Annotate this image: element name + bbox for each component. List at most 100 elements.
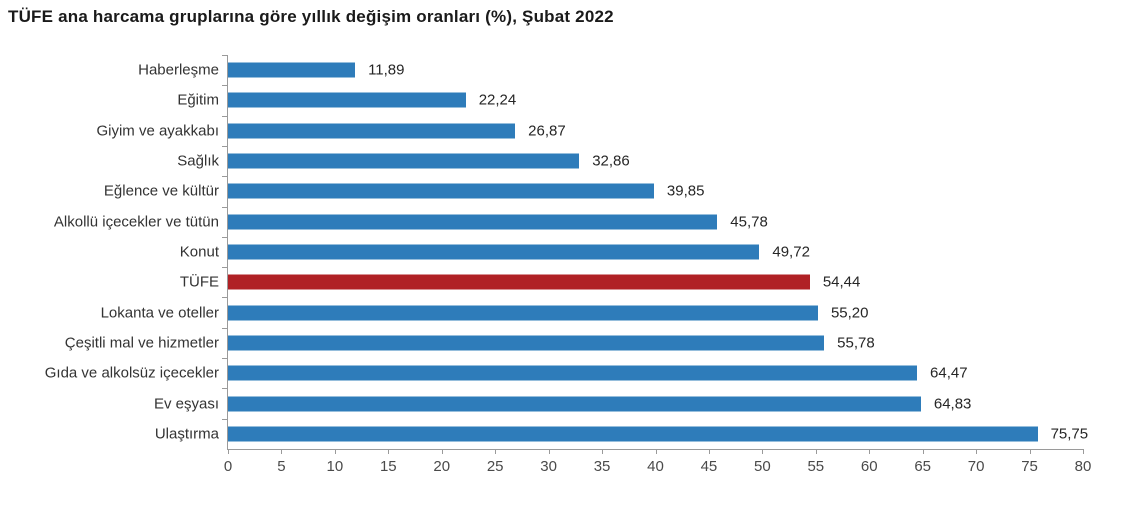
y-tick-mark: [222, 206, 228, 208]
x-tick-label: 70: [967, 458, 985, 475]
y-tick-mark: [222, 145, 228, 147]
bar: [228, 305, 818, 321]
x-tick-mark: [388, 449, 390, 454]
category-label: Ev eşyası: [153, 395, 219, 413]
bar: [228, 62, 356, 78]
bar-row: Eğlence ve kültür 39,85: [104, 176, 1083, 206]
y-tick-mark: [222, 358, 228, 360]
x-tick-mark: [228, 449, 229, 454]
category-label: Haberleşme: [138, 61, 219, 79]
x-tick-label: 65: [914, 458, 932, 475]
x-tick-label: 55: [807, 458, 825, 475]
x-tick-label: 50: [754, 458, 771, 475]
bar-rows: Haberleşme 11,89 Eğitim 22,24 Giyim ve ayakk…: [45, 55, 1088, 449]
bar-row: Çeşitli mal ve hizmetler 55,78: [65, 328, 1083, 358]
x-tick-mark: [708, 449, 710, 454]
value-label: 55,78: [837, 334, 875, 352]
value-label: 64,83: [933, 395, 972, 413]
bar: [228, 365, 918, 381]
x-tick-label: 35: [593, 458, 611, 475]
x-tick-mark: [869, 449, 871, 454]
bar: [228, 426, 1038, 442]
category-label: Ulaştırma: [154, 425, 219, 443]
y-tick-mark: [222, 55, 228, 56]
category-label: Eğitim: [177, 91, 219, 109]
y-tick-mark: [222, 297, 228, 299]
value-label: 54,44: [822, 273, 861, 291]
value-label: 45,78: [730, 213, 768, 231]
bar-row: Ev eşyası 64,83: [154, 388, 1083, 418]
value-label: 39,85: [666, 182, 705, 200]
x-tick-mark: [441, 449, 443, 454]
x-tick-mark: [281, 449, 283, 454]
x-tick-mark: [762, 449, 764, 454]
x-tick-label: 75: [1021, 458, 1038, 475]
x-tick-label: 15: [379, 458, 397, 475]
bar-row: Lokanta ve oteller 55,20: [101, 298, 1083, 328]
bar: [228, 183, 654, 199]
x-tick-label: 80: [1074, 458, 1092, 475]
bar: [228, 335, 825, 351]
category-label: TÜFE: [179, 273, 219, 291]
x-tick-label: 10: [326, 458, 344, 475]
value-label: 64,47: [930, 364, 968, 382]
category-label: Sağlık: [177, 152, 219, 170]
value-label: 75,75: [1050, 425, 1089, 443]
bar-row: TÜFE 54,44: [180, 267, 1083, 297]
bar: [228, 92, 466, 108]
x-tick-mark: [495, 449, 497, 454]
category-label: Eğlence ve kültür: [103, 182, 219, 200]
value-label: 11,89: [368, 61, 405, 79]
bar-row: Alkollü içecekler ve tütün 45,78: [54, 207, 1083, 237]
x-tick-label: 30: [540, 458, 557, 475]
x-tick-mark: [976, 449, 978, 454]
category-label: Giyim ve ayakkabı: [96, 122, 219, 140]
value-label: 55,20: [830, 304, 869, 322]
value-label: 22,24: [478, 91, 517, 109]
y-tick-mark: [222, 176, 228, 178]
bar-row: Ulaştırma 75,75: [155, 419, 1088, 449]
x-tick-label: 25: [486, 458, 504, 475]
y-tick-mark: [222, 388, 228, 390]
x-tick-label: 60: [860, 458, 878, 475]
chart-title: TÜFE ana harcama gruplarına göre yıllık …: [8, 7, 614, 26]
category-label: Gıda ve alkolsüz içecekler: [44, 364, 219, 382]
value-label: 49,72: [772, 243, 810, 261]
bar: [228, 396, 921, 412]
category-label: Konut: [179, 243, 219, 261]
x-tick-mark: [1029, 449, 1031, 454]
bar: [228, 214, 718, 230]
x-tick-mark: [655, 449, 657, 454]
plot-area: Haberleşme 11,89 Eğitim 22,24 Giyim ve ayakk…: [45, 55, 1091, 475]
x-tick-label: 40: [647, 458, 664, 475]
value-label: 26,87: [528, 122, 566, 140]
bar: [228, 123, 516, 139]
bar-row: Gıda ve alkolsüz içecekler 64,47: [45, 358, 1083, 388]
y-tick-mark: [222, 327, 228, 329]
bar-row: Eğitim 22,24: [177, 85, 1083, 115]
x-tick-label: 20: [433, 458, 451, 475]
x-tick-mark: [602, 449, 604, 454]
x-tick-label: 5: [277, 458, 286, 475]
y-tick-mark: [222, 236, 228, 238]
bar-row: Giyim ve ayakkabı 26,87: [96, 116, 1083, 146]
bar-highlight: [228, 274, 810, 290]
category-label: Çeşitli mal ve hizmetler: [64, 334, 219, 352]
x-tick-label: 45: [700, 458, 718, 475]
value-label: 32,86: [592, 152, 630, 170]
y-tick-mark: [222, 85, 228, 87]
x-tick-mark: [922, 449, 924, 454]
category-label: Lokanta ve oteller: [100, 304, 219, 322]
category-label: Alkollü içecekler ve tütün: [53, 213, 219, 231]
bar: [228, 244, 760, 260]
x-tick-mark: [334, 449, 336, 454]
y-tick-mark: [222, 418, 228, 420]
x-tick-mark: [1083, 449, 1084, 454]
bar-row: Haberleşme 11,89: [138, 55, 1083, 85]
y-tick-mark: [222, 267, 228, 269]
bar-row: Konut 49,72: [180, 237, 1083, 267]
y-tick-mark: [222, 115, 228, 117]
bar-row: Sağlık 32,86: [177, 146, 1083, 176]
x-tick-mark: [548, 449, 550, 454]
